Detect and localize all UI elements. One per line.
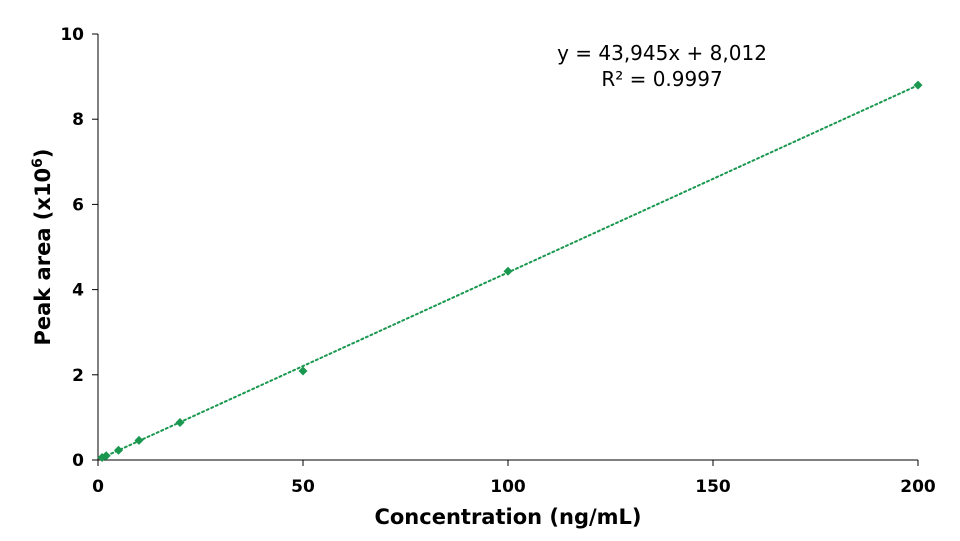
x-tick-label: 150 (695, 477, 731, 497)
x-tick-label: 200 (900, 477, 936, 497)
data-point (101, 451, 111, 461)
data-marks (97, 80, 923, 462)
y-tick-label: 10 (60, 25, 84, 45)
data-point (298, 366, 308, 376)
r-squared-label: R² = 0.9997 (601, 67, 722, 91)
x-axis-title: Concentration (ng/mL) (374, 505, 641, 529)
y-tick-label: 8 (72, 110, 84, 130)
trendline-equation: y = 43,945x + 8,012 (557, 41, 767, 65)
y-tick-label: 0 (72, 451, 84, 471)
x-tick-label: 0 (92, 477, 104, 497)
x-tick-label: 50 (291, 477, 315, 497)
plot-area (92, 33, 919, 466)
y-axis-title: Peak area (x106) (30, 148, 55, 345)
y-tick-label: 4 (72, 281, 84, 301)
data-point (503, 266, 513, 276)
trendline (101, 84, 919, 459)
y-tick-label: 2 (72, 366, 84, 386)
x-tick-label: 100 (490, 477, 526, 497)
y-axis-title-main: Peak area (x10 (31, 168, 55, 346)
data-point (114, 445, 123, 455)
data-point (913, 80, 923, 90)
y-axis-title-end: ) (31, 148, 55, 158)
data-point (134, 435, 144, 445)
y-tick-label: 6 (72, 195, 84, 215)
y-axis-title-superscript: 6 (30, 158, 46, 168)
data-point (175, 418, 185, 428)
